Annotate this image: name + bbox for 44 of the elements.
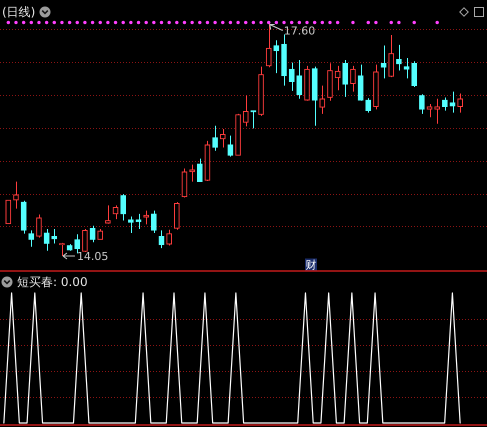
candlestick: [112, 204, 118, 220]
candlestick: [296, 59, 302, 100]
candlestick: [174, 202, 180, 230]
candlestick: [457, 93, 463, 114]
candlestick: [350, 65, 356, 92]
candlestick: [334, 65, 340, 91]
candlestick: [358, 64, 364, 102]
candlestick: [342, 59, 348, 98]
chart-title: (日线): [2, 5, 36, 19]
annotation: 17.60: [284, 24, 316, 38]
candlestick: [212, 125, 218, 152]
candlestick: [28, 230, 34, 248]
candlestick: [274, 40, 280, 74]
candlestick: [365, 98, 372, 114]
candlestick: [182, 168, 188, 198]
candlestick: [158, 230, 164, 249]
candlestick: [266, 22, 272, 68]
candlestick: [120, 194, 126, 221]
chart-title: 短买春: 0.00: [17, 275, 88, 289]
candlestick: [220, 128, 226, 148]
candlestick: [228, 135, 234, 158]
candlestick: [36, 214, 42, 238]
candlestick: [44, 228, 50, 252]
candlestick: [128, 216, 134, 234]
annotation: 14.05: [76, 250, 108, 263]
candlestick: [166, 229, 172, 246]
candlestick: [105, 204, 111, 224]
text: 财: [306, 258, 316, 272]
candlestick: [450, 91, 456, 114]
candlestick: [404, 58, 410, 79]
candlestick: [396, 44, 402, 72]
candlestick: [242, 95, 249, 127]
candlestick: [388, 34, 394, 78]
candlestick: [442, 96, 448, 112]
candlestick: [419, 94, 425, 114]
candlestick: [82, 228, 88, 253]
candlestick: [288, 62, 295, 92]
candlestick: [411, 60, 418, 88]
candlestick: [196, 158, 203, 182]
candlestick: [90, 225, 96, 243]
candlestick: [151, 210, 157, 234]
candlestick: [319, 85, 326, 114]
candlestick: [13, 181, 19, 210]
candlestick: [380, 45, 386, 79]
